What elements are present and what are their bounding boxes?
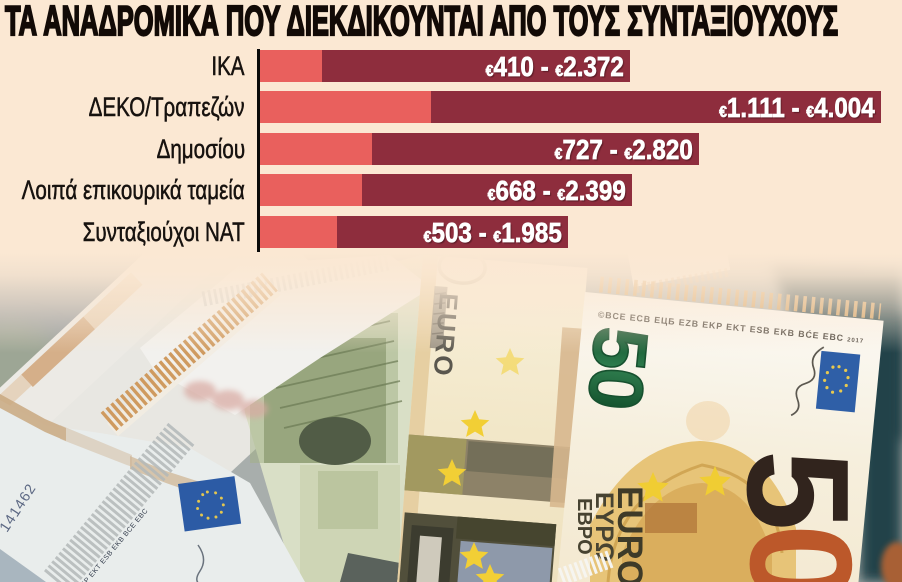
svg-text:5: 5 [717,450,879,531]
svg-text:EURO: EURO [610,486,649,582]
svg-text:0: 0 [720,524,882,582]
svg-text:ΕΒΡΟ: ΕΒΡΟ [573,498,595,555]
svg-text:ΕΥΡΩ: ΕΥΡΩ [590,492,618,562]
